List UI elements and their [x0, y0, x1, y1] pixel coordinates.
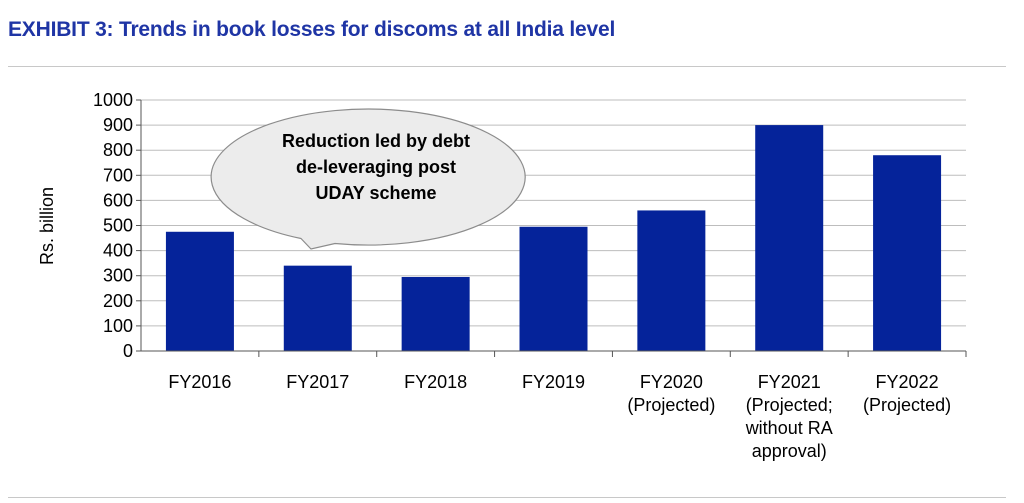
- bar-fy2021: [755, 125, 824, 351]
- x-tick-label: FY2018: [404, 372, 467, 392]
- y-tick-label: 700: [103, 165, 133, 185]
- bars: [165, 125, 942, 351]
- y-tick-labels: 0 100 200 300 400 500 600 700 800 900 1000: [93, 90, 133, 361]
- x-tick-label-line: without RA: [745, 418, 833, 438]
- bar-fy2017: [283, 265, 352, 351]
- x-tick-label: FY2019: [522, 372, 585, 392]
- x-tick-labels: FY2016 FY2017 FY2018 FY2019 FY2020 (Projected…: [168, 372, 951, 461]
- x-tick-label-line: (Projected): [863, 395, 951, 415]
- y-tick-label: 500: [103, 216, 133, 236]
- y-tick-label: 600: [103, 190, 133, 210]
- callout-text-line: de-leveraging post: [296, 157, 456, 177]
- y-tick-label: 100: [103, 316, 133, 336]
- y-axis-label: Rs. billion: [37, 187, 57, 265]
- x-tick-label: FY2016: [168, 372, 231, 392]
- bar-fy2019: [519, 226, 588, 351]
- x-tick-label: FY2022 (Projected): [863, 372, 951, 415]
- x-tick-label-line: (Projected;: [746, 395, 833, 415]
- bar-fy2020: [637, 210, 706, 351]
- x-tick-label-line: FY2021: [758, 372, 821, 392]
- y-tick-label: 1000: [93, 90, 133, 110]
- x-tick-label-line: approval): [752, 441, 827, 461]
- y-tick-label: 400: [103, 241, 133, 261]
- bar-fy2022: [873, 155, 942, 351]
- x-tick-label-line: FY2017: [286, 372, 349, 392]
- y-tick-label: 900: [103, 115, 133, 135]
- callout-bubble: [210, 108, 526, 250]
- y-tick-label: 200: [103, 291, 133, 311]
- y-tick-label: 800: [103, 140, 133, 160]
- callout-annotation: Reduction led by debt de-leveraging post U…: [210, 108, 526, 250]
- callout-text: Reduction led by debt de-leveraging post U…: [282, 131, 470, 203]
- bottom-divider: [8, 497, 1006, 498]
- y-tick-label: 300: [103, 266, 133, 286]
- x-tick-label: FY2017: [286, 372, 349, 392]
- axes: [136, 99, 967, 357]
- bar-fy2016: [165, 231, 234, 351]
- x-tick-label-line: FY2016: [168, 372, 231, 392]
- y-tick-label: 0: [123, 341, 133, 361]
- x-tick-label-line: FY2022: [876, 372, 939, 392]
- x-tick-label: FY2021 (Projected; without RA approval): [745, 372, 833, 461]
- x-tick-label-line: (Projected): [627, 395, 715, 415]
- x-tick-label-line: FY2019: [522, 372, 585, 392]
- exhibit-title: EXHIBIT 3: Trends in book losses for dis…: [8, 18, 616, 41]
- callout-text-line: Reduction led by debt: [282, 131, 470, 151]
- x-tick-label-line: FY2020: [640, 372, 703, 392]
- callout-text-line: UDAY scheme: [315, 183, 436, 203]
- x-tick-label-line: FY2018: [404, 372, 467, 392]
- top-divider: [8, 66, 1006, 67]
- x-tick-label: FY2020 (Projected): [627, 372, 715, 415]
- bar-fy2018: [401, 276, 470, 351]
